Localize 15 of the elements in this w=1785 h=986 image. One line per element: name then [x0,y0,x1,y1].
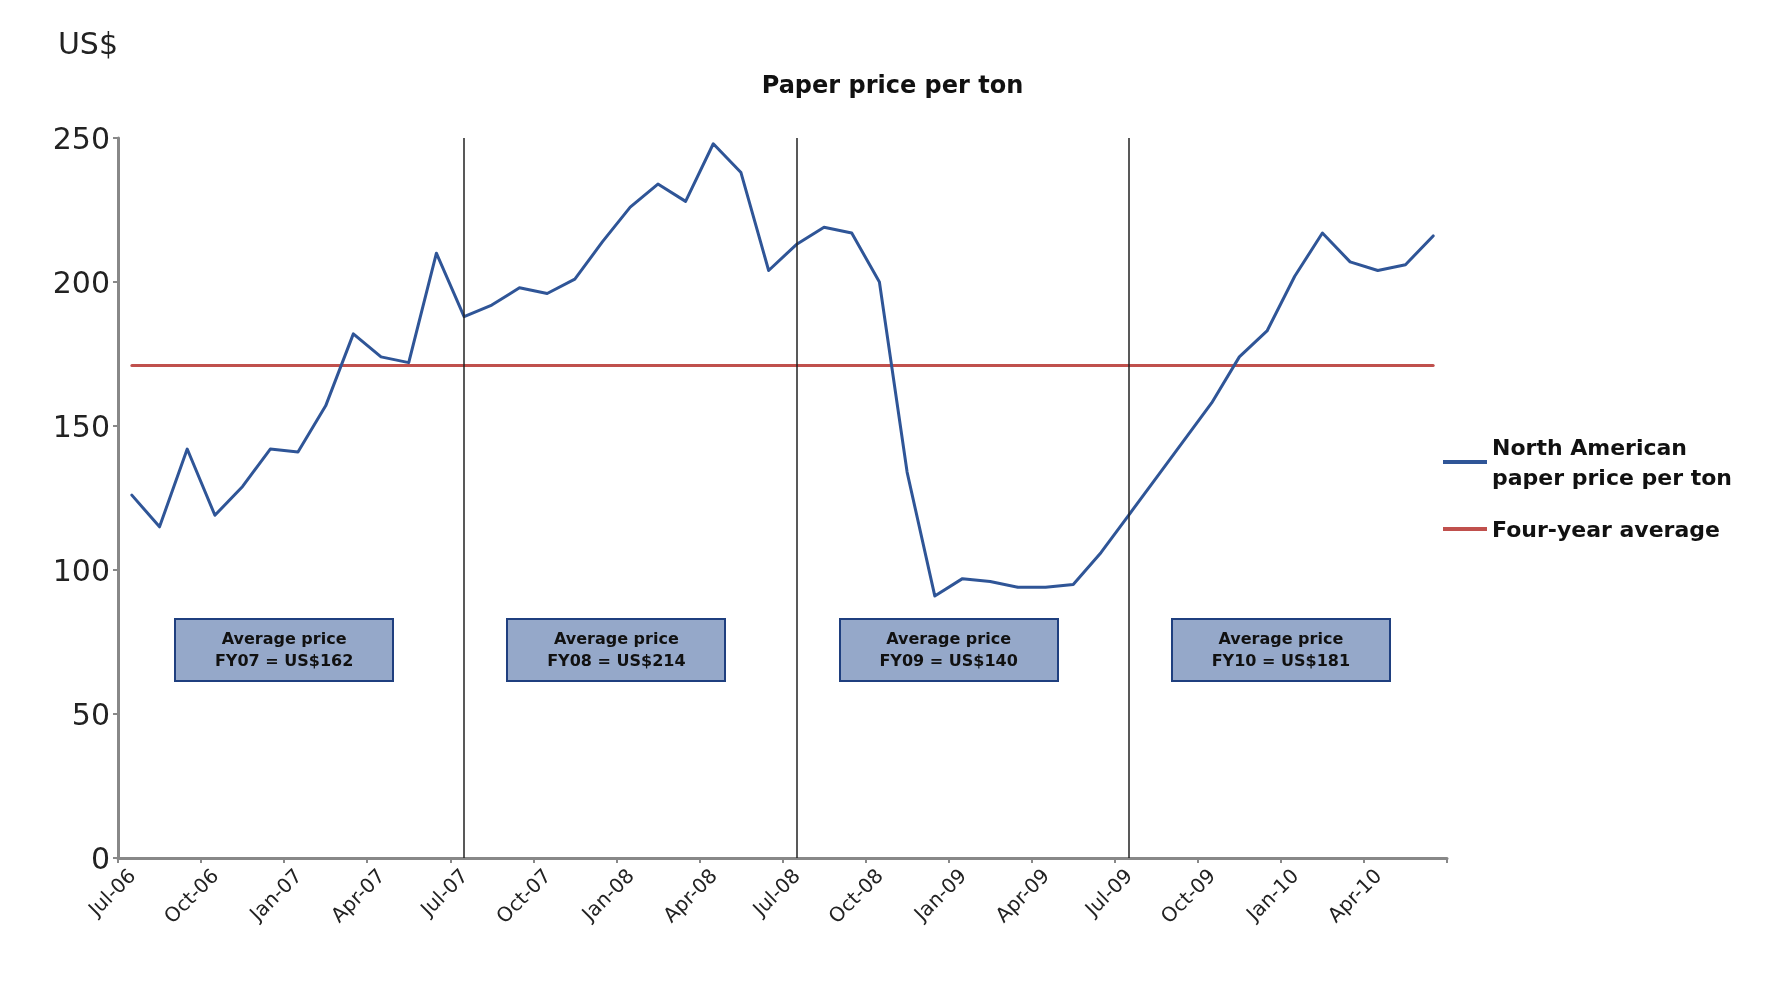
note-box: Average price FY07 = US$162 [174,618,395,682]
legend-label: North American paper price per ton [1492,434,1733,490]
y-tick-label: 200 [52,264,110,300]
note-box: Average price FY08 = US$214 [506,618,727,682]
y-tick-label: 50 [71,696,110,732]
y-tick-label: 100 [52,552,110,588]
y-tick-label: 150 [52,408,110,444]
chart-title: Paper price per ton [761,71,1024,99]
legend-label: Four-year average [1492,516,1720,542]
note-box: Average price FY10 = US$181 [1170,618,1391,682]
y-axis-title: US$ [57,25,118,61]
y-tick-label: 250 [52,120,110,156]
note-box: Average price FY09 = US$140 [838,618,1059,682]
y-tick-label: 0 [90,840,110,876]
line-series [130,142,1435,598]
